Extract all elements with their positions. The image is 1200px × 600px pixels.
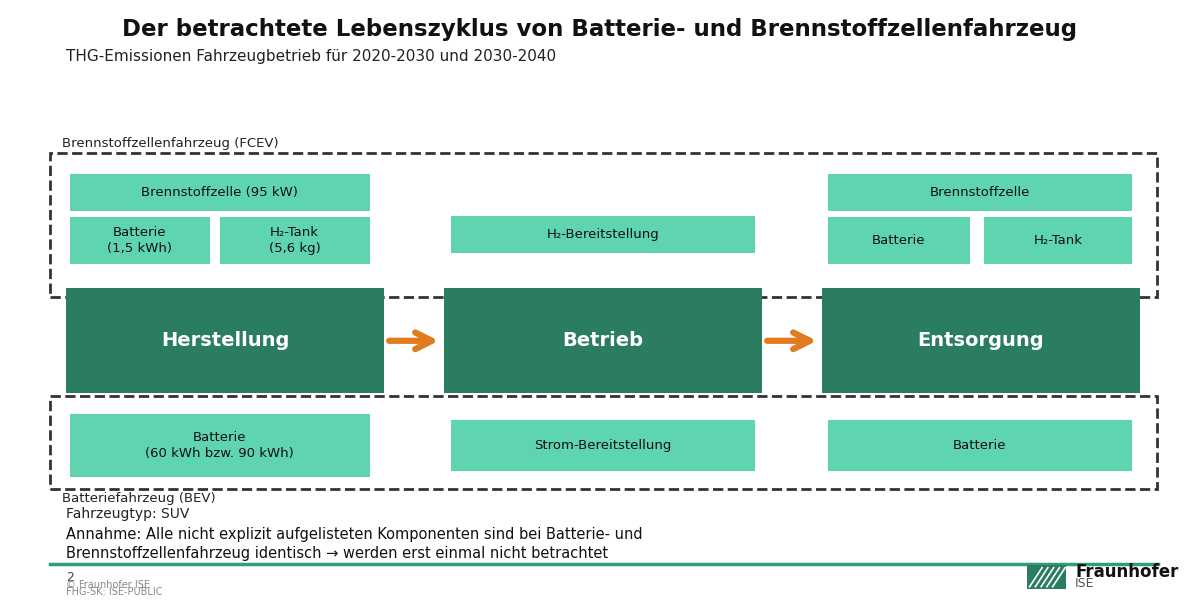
Text: THG-Emissionen Fahrzeugbetrieb für 2020-2030 und 2030-2040: THG-Emissionen Fahrzeugbetrieb für 2020-… xyxy=(66,49,556,64)
Text: Batterie
(1,5 kWh): Batterie (1,5 kWh) xyxy=(107,226,173,255)
FancyBboxPatch shape xyxy=(828,217,970,264)
Text: Herstellung: Herstellung xyxy=(161,331,289,350)
FancyBboxPatch shape xyxy=(828,420,1132,471)
Text: Brennstoffzelle: Brennstoffzelle xyxy=(930,186,1030,199)
FancyBboxPatch shape xyxy=(444,288,762,393)
Text: Strom-Bereitstellung: Strom-Bereitstellung xyxy=(534,439,672,452)
FancyBboxPatch shape xyxy=(828,174,1132,211)
Text: Brennstoffzellenfahrzeug identisch → werden erst einmal nicht betrachtet: Brennstoffzellenfahrzeug identisch → wer… xyxy=(66,546,608,561)
FancyBboxPatch shape xyxy=(451,420,755,471)
Text: ISE: ISE xyxy=(1075,577,1094,590)
Text: Brennstoffzelle (95 kW): Brennstoffzelle (95 kW) xyxy=(142,186,298,199)
FancyBboxPatch shape xyxy=(1027,565,1066,589)
FancyBboxPatch shape xyxy=(451,216,755,253)
FancyBboxPatch shape xyxy=(70,174,370,211)
FancyBboxPatch shape xyxy=(822,288,1140,393)
Text: Batterie: Batterie xyxy=(953,439,1007,452)
Text: Brennstoffzellenfahrzeug (FCEV): Brennstoffzellenfahrzeug (FCEV) xyxy=(62,137,280,150)
Text: H₂-Tank: H₂-Tank xyxy=(1033,234,1082,247)
Text: Batteriefahrzeug (BEV): Batteriefahrzeug (BEV) xyxy=(62,492,216,505)
Text: H₂-Tank
(5,6 kg): H₂-Tank (5,6 kg) xyxy=(269,226,320,255)
Text: Batterie: Batterie xyxy=(872,234,925,247)
FancyBboxPatch shape xyxy=(70,414,370,477)
Text: H₂-Bereitstellung: H₂-Bereitstellung xyxy=(547,228,659,241)
FancyBboxPatch shape xyxy=(220,217,370,264)
Text: Der betrachtete Lebenszyklus von Batterie- und Brennstoffzellenfahrzeug: Der betrachtete Lebenszyklus von Batteri… xyxy=(122,18,1078,41)
Text: Batterie
(60 kWh bzw. 90 kWh): Batterie (60 kWh bzw. 90 kWh) xyxy=(145,431,294,460)
FancyBboxPatch shape xyxy=(984,217,1132,264)
Text: Betrieb: Betrieb xyxy=(563,331,643,350)
Text: © Fraunhofer ISE: © Fraunhofer ISE xyxy=(66,580,150,590)
Text: FHG-SK: ISE-PUBLIC: FHG-SK: ISE-PUBLIC xyxy=(66,587,162,598)
Text: 2: 2 xyxy=(66,571,74,584)
FancyBboxPatch shape xyxy=(66,288,384,393)
FancyBboxPatch shape xyxy=(70,217,210,264)
Text: Fraunhofer: Fraunhofer xyxy=(1075,563,1178,581)
Text: Fahrzeugtyp: SUV: Fahrzeugtyp: SUV xyxy=(66,507,190,521)
Text: Entsorgung: Entsorgung xyxy=(918,331,1044,350)
Text: Annahme: Alle nicht explizit aufgelisteten Komponenten sind bei Batterie- und: Annahme: Alle nicht explizit aufgelistet… xyxy=(66,527,643,542)
